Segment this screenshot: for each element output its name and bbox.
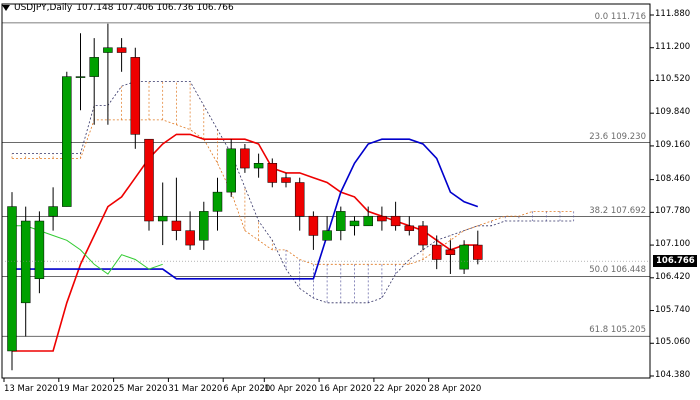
kijun-sen-line [12,138,479,280]
y-tick-label: 105.740 [655,304,691,315]
x-tick-label: 22 Apr 2020 [373,384,427,394]
bearish-candle [390,215,401,227]
bearish-candle [240,148,250,169]
ichimoku-cloud [11,81,575,303]
bearish-candle [281,177,291,183]
fibonacci-levels [2,22,650,337]
bearish-candle [144,138,154,222]
bearish-candle [130,57,141,135]
bearish-candle [294,182,305,217]
x-tick-label: 28 Apr 2020 [428,384,482,394]
candles [7,23,483,371]
bullish-candle [349,220,360,227]
bullish-candle [103,47,113,53]
y-tick-label: 109.160 [655,139,691,150]
bearish-candle [116,47,127,53]
bearish-candle [377,215,387,222]
y-tick-label: 105.060 [655,337,691,348]
x-tick-label: 31 Mar 2020 [168,384,223,394]
bullish-candle [48,206,58,217]
y-tick-label: 104.380 [655,370,691,380]
current-price-marker: 106.766 [653,255,697,268]
x-tick-label: 6 Apr 2020 [223,384,271,394]
bearish-candle [473,244,483,260]
dropdown-arrow-icon[interactable] [2,5,10,11]
fib-level-label: 50.0 106.448 [589,265,646,276]
bearish-candle [431,244,442,260]
y-tick-label: 111.200 [655,41,691,52]
y-tick-label: 106.420 [655,271,691,282]
bearish-candle [445,249,456,255]
bearish-candle [171,220,182,231]
x-tick-label: 10 Apr 2020 [264,384,317,394]
bearish-candle [267,163,278,183]
bearish-candle [185,230,195,246]
plot-border [1,3,651,379]
x-tick-label: 13 Mar 2020 [4,384,58,394]
bullish-candle [212,191,223,212]
x-tick-label: 16 Apr 2020 [319,384,372,394]
bullish-candle [20,220,31,304]
y-tick-label: 107.780 [655,206,691,217]
y-tick-label: 109.840 [655,107,691,118]
bullish-candle [7,206,17,352]
fib-level-label: 23.6 109.230 [589,131,646,142]
fib-level-label: 0.0 111.716 [594,11,646,22]
bearish-candle [308,215,319,236]
bullish-candle [363,215,373,227]
x-tick-label: 25 Mar 2020 [113,384,168,394]
bullish-candle [34,220,45,280]
bullish-candle [253,163,264,169]
bullish-candle [62,76,72,207]
bullish-candle [199,211,209,241]
y-tick-label: 111.880 [655,9,691,19]
bullish-candle [336,211,346,231]
bullish-candle [322,230,332,241]
y-tick-label: 110.520 [655,74,691,85]
chart-title-bar: USDJPY,Daily 107.148 107.406 106.736 106… [2,1,234,15]
ohlc-values: 107.148 107.406 106.736 106.766 [76,3,234,13]
bullish-candle [459,244,469,270]
bearish-candle [418,225,428,246]
chart-frame [1,3,654,382]
bullish-candle [157,215,168,222]
senkou-span-a [12,119,574,265]
fib-level-label: 61.8 105.205 [589,325,646,336]
bearish-candle [404,225,415,231]
x-tick-label: 19 Mar 2020 [58,384,113,394]
fib-level-label: 38.2 107.692 [589,205,646,216]
bullish-candle [75,76,86,78]
y-tick-label: 107.100 [655,239,691,250]
symbol-label: USDJPY,Daily [14,3,73,13]
y-tick-label: 108.460 [655,173,691,184]
bullish-candle [226,148,236,193]
bullish-candle [89,57,99,77]
